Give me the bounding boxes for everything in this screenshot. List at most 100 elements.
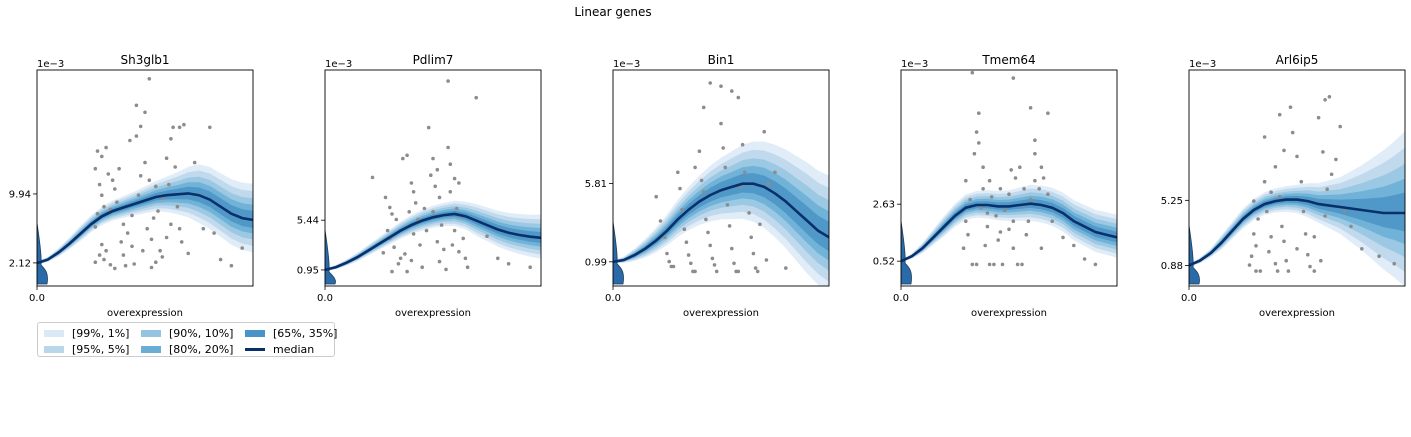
data-point [169,137,173,141]
data-point [407,210,412,214]
data-point [1273,165,1278,169]
data-point [496,256,500,261]
data-point [1284,258,1288,263]
data-point [1392,261,1396,266]
data-point [1282,239,1286,244]
data-point [143,160,147,165]
data-point [708,243,712,248]
data-point [1254,244,1258,248]
data-point [444,267,448,272]
data-point [987,262,992,267]
panel-tmem64: Tmem64 1e−3 0.52 2.63 0.0 overexpression [873,53,1118,319]
legend-median-line [245,348,265,351]
data-point [97,182,102,187]
data-point [701,105,706,110]
data-point [680,207,684,212]
data-point [1011,246,1016,250]
data-point [1312,269,1317,273]
panel-title: Pdlim7 [413,53,454,67]
data-point [989,195,994,199]
data-point [992,262,996,267]
data-point [164,156,169,160]
legend: [99%, 1%] [95%, 5%] [90%, 10%] [80%, 20%… [37,322,338,357]
data-point [128,138,132,143]
data-point [208,125,212,130]
data-point [1026,219,1031,223]
data-point [1002,208,1007,213]
data-point [1360,247,1364,251]
data-point [996,238,1000,242]
data-point [1338,124,1342,129]
legend-label: [99%, 1%] [72,327,130,340]
data-point [102,257,106,262]
data-point [736,95,741,100]
scale-label: 1e−3 [1189,59,1216,70]
data-point [1262,179,1267,184]
data-point [506,262,511,266]
data-point [385,228,390,233]
data-point [398,256,403,261]
data-point [435,167,440,172]
data-point [708,81,712,85]
data-point [1247,263,1252,267]
data-point [1301,209,1306,214]
data-point [1252,232,1256,236]
data-point [1377,254,1381,258]
data-point [106,172,111,176]
data-point [1249,254,1254,258]
data-point [1093,262,1098,267]
quantile-band [1189,147,1405,272]
data-point [704,217,708,222]
data-point [93,225,98,229]
data-point [104,248,108,253]
data-point [396,262,401,266]
data-point [108,263,113,267]
data-point [186,251,190,256]
data-point [1321,150,1325,154]
data-point [654,194,658,199]
data-point [370,175,375,180]
data-point [113,187,117,191]
panel-title: Sh3glb1 [120,53,169,67]
data-point [175,204,180,209]
data-point [712,263,717,267]
data-point [390,212,394,216]
data-point [970,70,975,75]
panel-arl6ip5: Arl6ip5 1e−3 0.88 5.25 0.0 overexpression [1161,53,1406,319]
data-point [1323,98,1327,102]
data-point [676,170,680,175]
data-point [985,211,990,215]
legend-item-95-5: [95%, 5%] [44,343,129,356]
data-point [766,181,771,186]
data-point [121,222,126,227]
data-point [147,178,152,182]
legend-swatch-95-5 [44,346,64,353]
data-point [1295,247,1299,251]
data-point [987,178,992,183]
x-tick-label: 0.0 [605,293,621,304]
data-point [1050,219,1054,223]
data-point [725,203,730,207]
data-point [1072,243,1076,248]
data-point [730,246,734,251]
legend-swatch-65-35 [245,330,265,337]
data-point [1277,194,1282,199]
data-point [1306,252,1310,257]
data-point [95,211,100,216]
data-point [134,103,139,108]
data-point [394,217,399,222]
legend-item-median: median [245,343,314,356]
data-point [431,156,435,161]
data-point [784,266,788,270]
data-point [1022,187,1026,191]
legend-label: [65%, 35%] [273,327,338,340]
y-tick-label: 9.94 [9,189,31,200]
data-point [411,232,416,236]
density-violin [1189,225,1200,285]
data-point [192,160,197,165]
data-point [138,124,143,129]
data-point [130,244,134,249]
density-violin [325,229,336,285]
quantile-band [37,186,253,264]
data-point [136,193,141,197]
